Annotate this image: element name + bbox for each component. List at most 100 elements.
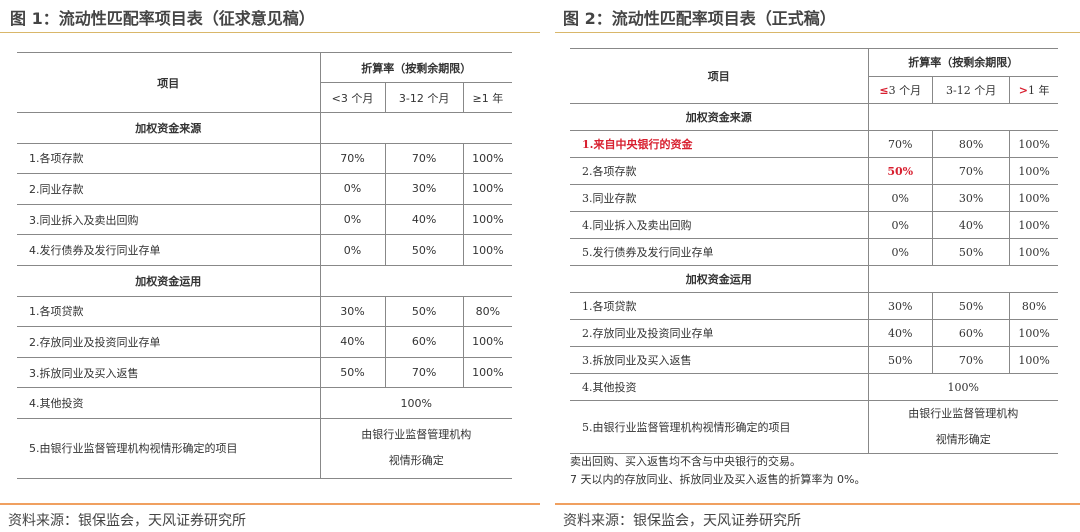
table-cell: <3 个月 — [320, 82, 386, 113]
table-cell: 40% — [868, 319, 933, 347]
column-header: >1 年 — [1009, 75, 1058, 104]
table-cell: 0% — [868, 238, 933, 266]
empty-cell — [320, 112, 512, 144]
table-cell: 项目 — [570, 48, 869, 104]
column-header-symbol: > — [1018, 83, 1028, 97]
table-cell: 加权资金运用 — [570, 265, 869, 293]
table-row: 4.其他投资 100% — [570, 373, 1058, 401]
table-cell: 70% — [320, 142, 386, 175]
empty-cell — [868, 265, 1058, 293]
table-row: 1.各项存款 70% 70% 100% — [17, 142, 512, 175]
divider — [0, 32, 540, 33]
table-cell: 40% — [320, 326, 386, 358]
table-cell: 60% — [932, 319, 1011, 347]
table-cell: 100% — [463, 142, 512, 175]
table-cell: 1.来自中央银行的资金 — [570, 130, 869, 158]
table-row: 5.发行债券及发行同业存单 0% 50% 100% — [570, 238, 1058, 266]
table-row: 3.同业存款 0% 30% 100% — [570, 184, 1058, 212]
table-cell: 70% — [868, 130, 933, 158]
table-cell: 100% — [1009, 130, 1058, 158]
table-cell: 5.发行债券及发行同业存单 — [570, 238, 869, 266]
table-cell: 60% — [385, 326, 464, 358]
table-cell: 80% — [932, 130, 1011, 158]
table-cell: 100% — [868, 373, 1058, 401]
table-cell: 100% — [463, 203, 512, 236]
table-cell: 70% — [385, 142, 464, 175]
table-cell: 100% — [463, 356, 512, 389]
table-cell: 70% — [932, 157, 1011, 185]
table-cell: 50% — [868, 157, 933, 185]
column-header-text: 3 个月 — [888, 83, 922, 97]
table-cell: 折算率（按剩余期限） — [868, 48, 1058, 77]
source-note: 资料来源：银保监会，天风证券研究所 — [563, 513, 801, 529]
table-cell: 30% — [385, 173, 464, 205]
table-row: 2.存放同业及投资同业存单 40% 60% 100% — [17, 326, 512, 358]
table-cell: 5.由银行业监督管理机构视情形确定的项目 — [17, 417, 321, 479]
table-cell: 70% — [385, 356, 464, 389]
figure-title: 图 2：流动性匹配率项目表（正式稿） — [563, 9, 836, 28]
table-cell: 3.拆放同业及买入返售 — [17, 356, 321, 389]
table-cell: 3.同业拆入及卖出回购 — [17, 203, 321, 236]
table-cell: 4.其他投资 — [17, 387, 321, 419]
divider — [555, 503, 1080, 505]
note: 卖出回购、买入返售均不含与中央银行的交易。 — [570, 455, 801, 468]
cell-text: 视情形确定 — [388, 454, 444, 468]
table-cell: 由银行业监督管理机构 视情形确定 — [868, 400, 1058, 454]
table-cell: 30% — [868, 292, 933, 320]
table-row: 4.同业拆入及卖出回购 0% 40% 100% — [570, 211, 1058, 239]
table-cell: 3.同业存款 — [570, 184, 869, 212]
table-cell: 50% — [385, 234, 464, 266]
note: 7 天以内的存放同业、拆放同业及买入返售的折算率为 0%。 — [570, 473, 866, 486]
table-cell: 70% — [932, 346, 1011, 374]
table-cell: 50% — [868, 346, 933, 374]
table-cell: 50% — [932, 292, 1011, 320]
table-row: 3.同业拆入及卖出回购 0% 40% 100% — [17, 203, 512, 236]
table-cell: 由银行业监督管理机构 视情形确定 — [320, 417, 512, 479]
cell-text: 由银行业监督管理机构 — [361, 428, 472, 442]
figure-2-panel: 图 2：流动性匹配率项目表（正式稿） 项目 折算率（按剩余期限） ≤3 个月 3-12… — [555, 0, 1080, 532]
table-row: 1.各项贷款 30% 50% 80% — [17, 295, 512, 328]
table-cell: 5.由银行业监督管理机构视情形确定的项目 — [570, 400, 869, 454]
divider — [0, 503, 540, 505]
table-row: 3.拆放同业及买入返售 50% 70% 100% — [17, 356, 512, 389]
table-cell: 0% — [868, 184, 933, 212]
section-row: 加权资金运用 — [570, 265, 1058, 293]
table-cell: 100% — [1009, 346, 1058, 374]
table-cell: 50% — [385, 295, 464, 328]
header-row: 项目 折算率（按剩余期限） — [17, 52, 512, 113]
table-cell: 30% — [320, 295, 386, 328]
table-cell: 2.存放同业及投资同业存单 — [17, 326, 321, 358]
table-cell: 80% — [1009, 292, 1058, 320]
column-header-text: 1 年 — [1027, 83, 1050, 97]
table-cell: 100% — [463, 173, 512, 205]
table-cell: 100% — [1009, 238, 1058, 266]
table-cell: 折算率（按剩余期限） — [320, 52, 512, 83]
table-row: 5.由银行业监督管理机构视情形确定的项目 由银行业监督管理机构 视情形确定 — [570, 400, 1058, 454]
table-cell: 4.同业拆入及卖出回购 — [570, 211, 869, 239]
table-row: 4.其他投资 100% — [17, 387, 512, 419]
table-cell: 1.各项贷款 — [17, 295, 321, 328]
table-cell: 4.其他投资 — [570, 373, 869, 401]
table-cell: 3-12 个月 — [385, 82, 464, 113]
table-notes: 卖出回购、买入返售均不含与中央银行的交易。 7 天以内的存放同业、拆放同业及买入… — [570, 453, 865, 489]
table-cell: 80% — [463, 295, 512, 328]
table-cell: 100% — [1009, 157, 1058, 185]
table-row: 4.发行债券及发行同业存单 0% 50% 100% — [17, 234, 512, 266]
table-cell: 0% — [320, 173, 386, 205]
table-cell: 0% — [320, 203, 386, 236]
table-row: 2.存放同业及投资同业存单 40% 60% 100% — [570, 319, 1058, 347]
table-cell: 1.各项存款 — [17, 142, 321, 175]
table-cell: 加权资金运用 — [17, 264, 321, 297]
table-cell: 0% — [320, 234, 386, 266]
liquidity-table-final: 项目 折算率（按剩余期限） ≤3 个月 3-12 个月 >1 年加权资金来源 1.来自中央… — [570, 48, 1058, 454]
header-row: <3 个月 3-12 个月 ≥1 年 — [17, 82, 512, 113]
table-cell: 40% — [385, 203, 464, 236]
table-row: 3.拆放同业及买入返售 50% 70% 100% — [570, 346, 1058, 374]
table-cell: 加权资金来源 — [570, 103, 869, 131]
table-cell: 30% — [932, 184, 1011, 212]
table-cell: 加权资金来源 — [17, 112, 321, 144]
table-cell: 100% — [1009, 184, 1058, 212]
table-row: 1.来自中央银行的资金 70% 80% 100% — [570, 130, 1058, 158]
table-cell: 1.各项贷款 — [570, 292, 869, 320]
table-cell: 2.同业存款 — [17, 173, 321, 205]
